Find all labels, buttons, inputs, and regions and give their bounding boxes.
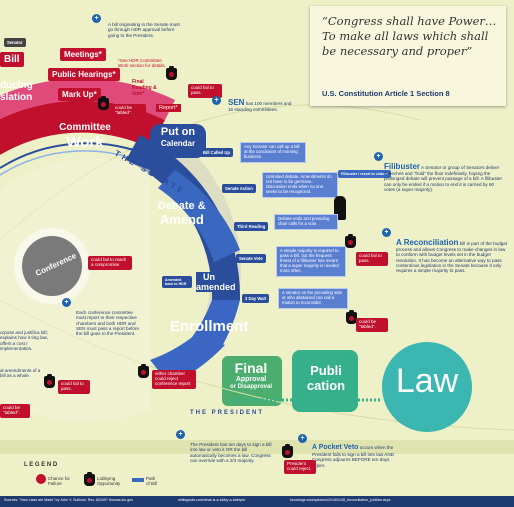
fail-marker: could fail to pass. — [356, 252, 388, 266]
publication-label: Publi cation — [306, 363, 346, 393]
third-reading-text: Debate ends and presiding chair calls fo… — [274, 214, 338, 230]
failure-marker-icon — [36, 474, 46, 484]
legend-item: Path of Bill — [146, 476, 158, 487]
conference-circle — [22, 236, 82, 296]
legend-panel: L E G E N D Chance for Failure Lobbying … — [0, 456, 160, 496]
fail-marker: could fail to pass. — [58, 380, 90, 394]
info-icon: + — [382, 228, 391, 237]
lobbying-icon — [166, 66, 177, 80]
report-label: Report* — [156, 104, 181, 113]
info-icon: + — [298, 434, 307, 443]
sen-count-note: SEN has 100 members and 16 standing comm… — [228, 98, 292, 113]
bill-called-up-tag: Bill Called Up — [200, 148, 233, 157]
enrollment-label: Enrollment — [170, 318, 249, 335]
fail-marker: could fail to pass. — [188, 84, 222, 98]
footer-source-2: whitegoofs.com/what-is-a-lobby-a-lobbyis… — [178, 498, 245, 502]
info-icon: + — [176, 430, 185, 439]
final-reading-label: Final Reading & Vote* — [132, 79, 157, 97]
reconciliation-note: A Reconciliation bill is part of the bud… — [396, 238, 508, 274]
final-approval-label: Final Approval or Disapproval — [229, 360, 272, 391]
info-icon: + — [92, 14, 101, 23]
bill-label: Bill — [0, 52, 24, 67]
introducing-label: ducing slation — [0, 80, 33, 103]
fail-marker: could fail to reach a compromise — [88, 256, 132, 270]
info-icon: + — [212, 96, 221, 105]
president-arc-label: THE PRESIDENT — [190, 410, 265, 416]
fail-marker: either chamber could reject conference r… — [152, 370, 196, 389]
senate-arc — [126, 135, 241, 300]
mark-up-pill: Mark Up* — [58, 88, 101, 101]
conference-note: Each conference committee must report to… — [76, 310, 140, 337]
fail-marker: could be "tabled". — [356, 318, 388, 332]
public-hearings-pill: Public Hearings* — [48, 68, 120, 81]
law-circle — [382, 342, 472, 432]
left-partial-note-1: urpose and justifica bill; explains how … — [0, 330, 49, 351]
filibuster-note: Filibuster A Senator or group of Senator… — [384, 162, 502, 193]
info-icon: + — [374, 152, 383, 161]
quote-text: “Congress shall have Power…To make all l… — [322, 14, 497, 58]
law-label: Law — [395, 362, 459, 400]
senate-vote-tag: Senate Vote — [236, 254, 266, 263]
lobbying-icon — [345, 234, 356, 248]
lobbying-icon — [282, 444, 293, 458]
committee-work-label: Committee Work — [59, 122, 111, 151]
pocket-veto-note: A Pocket Veto occurs when the President … — [312, 444, 394, 468]
senate-action-text: Unlimited debate. Amendments do not have… — [262, 172, 338, 198]
legend-item: Lobbying Opportunity — [97, 476, 121, 487]
quote-source: U.S. Constitution Article 1 Section 8 — [322, 89, 450, 98]
three-day-wait-text: A senator on the prevailing side or who … — [278, 288, 348, 309]
lobbying-icon — [84, 472, 95, 486]
filibuster-tag: Filibuster / resort to cloture — [338, 170, 391, 178]
lobbying-icon — [346, 310, 357, 324]
meetings-pill: Meetings* — [60, 48, 106, 61]
lobbying-icon — [44, 374, 55, 388]
fail-marker: could be "tabled". — [0, 404, 30, 418]
footer-source-1: Sources: "How Laws are Made" by John V. … — [4, 498, 133, 502]
path-arrow-icon — [132, 478, 144, 482]
footer-source-3: brookings.edu/opinions/2016/0128_reconci… — [290, 498, 391, 502]
senator-tag: Senator — [4, 38, 26, 47]
three-day-wait-tag: 3 Day Wait — [242, 294, 270, 303]
left-partial-note-2: al amendments of a bill as a whole. — [0, 368, 41, 379]
lobbying-icon — [138, 364, 149, 378]
legend-title: L E G E N D — [24, 462, 58, 468]
bill-called-up-text: Any Senator can call up a bill at the co… — [240, 142, 306, 163]
un-amended-label: Un amended — [196, 272, 236, 293]
senate-vote-text: A simple majority is required to pass a … — [276, 246, 346, 277]
amended-back-tag: Amended back to HDR — [162, 276, 192, 288]
fail-marker: President could reject. — [284, 460, 316, 474]
footer-bar — [0, 496, 514, 507]
info-icon: + — [62, 298, 71, 307]
publication-block — [292, 350, 358, 412]
quote-card: “Congress shall have Power…To make all l… — [310, 6, 506, 106]
put-on-calendar-label: Put on Calendar — [150, 124, 206, 158]
bill-originating-note: A bill originating in the Senate must go… — [108, 22, 180, 38]
lobbying-icon — [98, 96, 109, 110]
senate-action-tag: Senate Action — [222, 184, 256, 193]
fail-marker: could be "tabled". — [112, 104, 146, 118]
legend-item: Chance for Failure — [48, 476, 71, 487]
third-reading-tag: Third Reading — [234, 222, 269, 231]
debate-amend-label: Debate & Amend — [158, 200, 206, 227]
president-note: The President has ten days to sign a bil… — [190, 442, 272, 463]
hdr-note: *See HDR Committee Work section for deta… — [118, 58, 166, 69]
